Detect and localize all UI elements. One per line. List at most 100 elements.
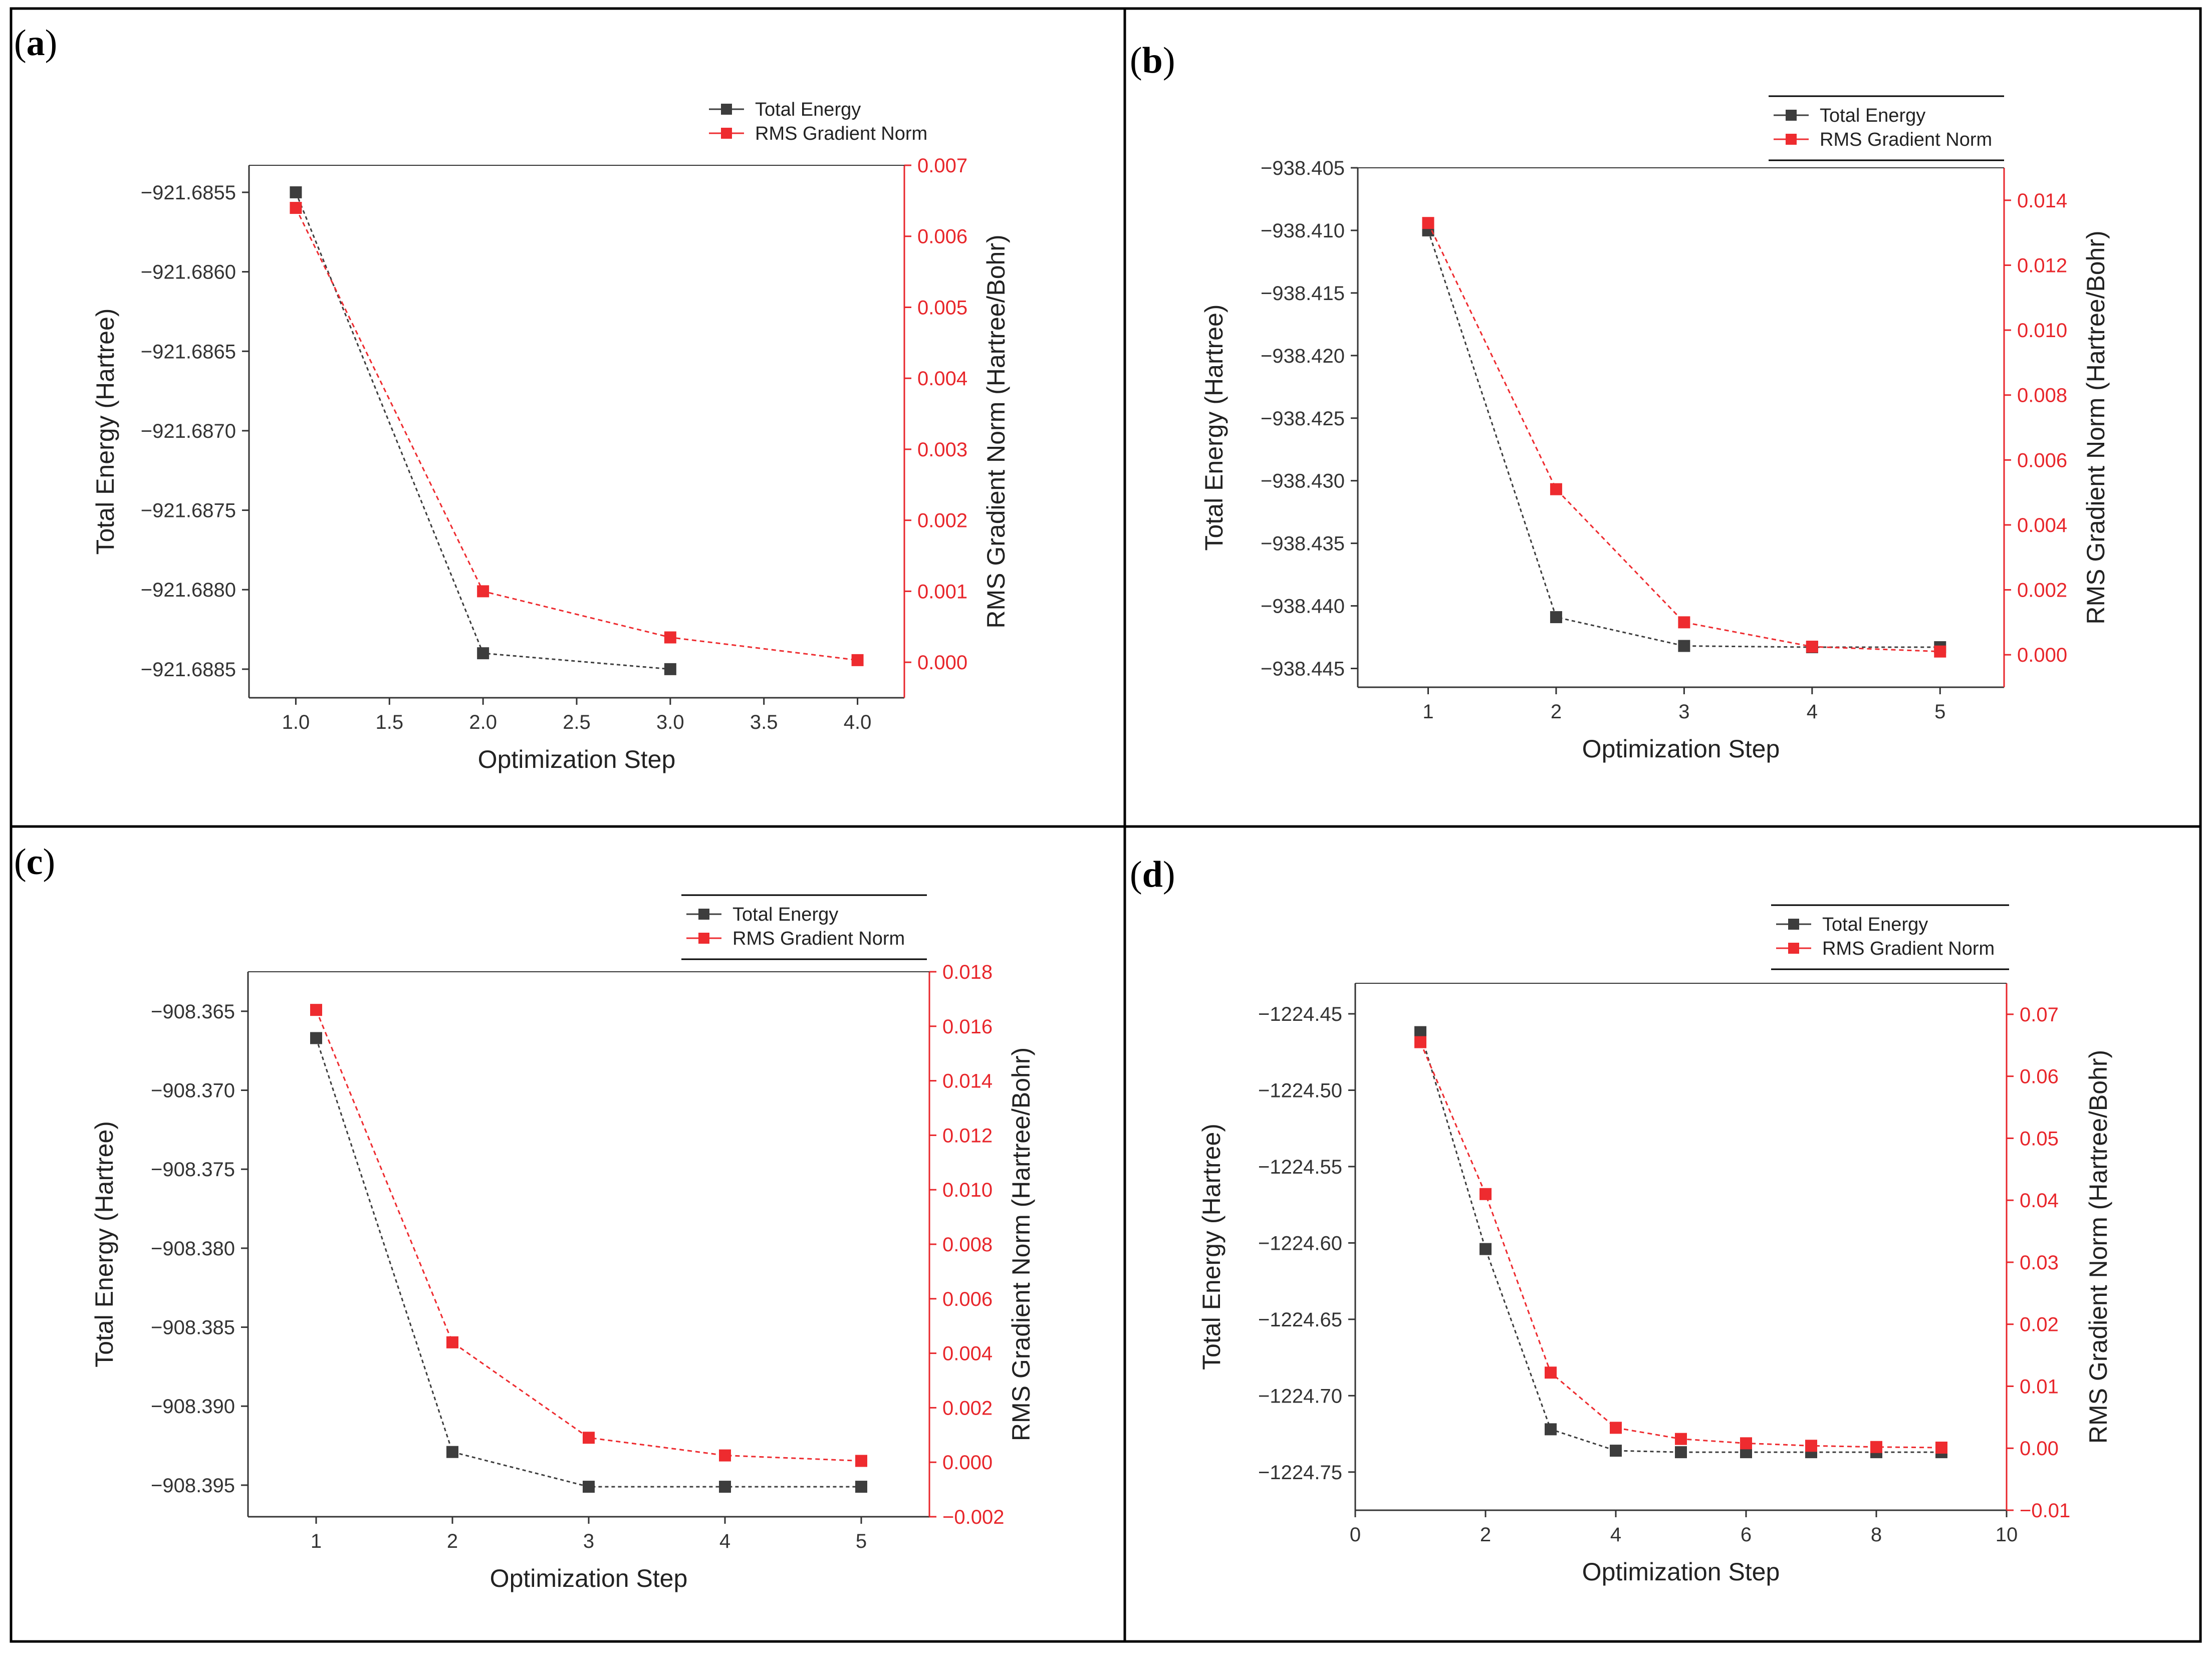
y2-tick-label: 0.012 xyxy=(2017,254,2067,277)
point-rms-gradient xyxy=(664,631,676,644)
series-line-total-energy xyxy=(315,1037,861,1488)
series-line-rms-gradient xyxy=(315,1009,862,1462)
y-axis-title: Total Energy (Hartree) xyxy=(91,309,119,555)
y-tick-label: −938.425 xyxy=(1261,408,1345,430)
legend: Total Energy RMS Gradient Norm xyxy=(1771,904,2009,970)
legend: Total Energy RMS Gradient Norm xyxy=(709,99,927,144)
y2-tick-label: 0.007 xyxy=(917,155,967,177)
legend-marker xyxy=(1788,943,1799,954)
legend-entry-label: RMS Gradient Norm xyxy=(755,123,927,144)
legend-marker xyxy=(698,909,709,920)
y2-tick-label: 0.001 xyxy=(917,581,967,603)
y-tick-label: −921.6855 xyxy=(141,182,236,204)
y2-tick-label: 0.03 xyxy=(2020,1252,2059,1274)
point-rms-gradient xyxy=(1610,1422,1622,1434)
y-tick-label: −921.6865 xyxy=(141,341,236,363)
y2-tick-label: 0.006 xyxy=(917,226,967,248)
chart-panel-c: (c) 1 2 3 4 5 −908.365 −908.370 −908.375 −908.380… xyxy=(14,842,1035,1592)
series-line-rms-gradient xyxy=(1419,1041,1942,1449)
point-rms-gradient xyxy=(1414,1036,1426,1048)
y2-axis-title: RMS Gradient Norm (Hartree/Bohr) xyxy=(1007,1047,1035,1441)
y2-tick-label: 0.002 xyxy=(2017,580,2067,602)
panel-label: (b) xyxy=(1130,40,1175,81)
legend-entry-label: RMS Gradient Norm xyxy=(732,928,905,949)
y2-tick-label: 0.07 xyxy=(2020,1004,2059,1026)
x-tick-label: 10 xyxy=(1996,1524,2018,1546)
y-tick-label: −1224.45 xyxy=(1258,1003,1342,1025)
point-rms-gradient xyxy=(1935,1441,1947,1454)
point-rms-gradient xyxy=(1545,1366,1557,1379)
point-rms-gradient xyxy=(1740,1437,1752,1450)
chart-panel-a: (a) 1.0 1.5 2.0 2.5 3.0 3.5 4.0 −921.6855 −921.68… xyxy=(14,23,1010,773)
x-tick-label: 2 xyxy=(447,1530,458,1552)
y-tick-label: −921.6885 xyxy=(141,659,236,681)
point-rms-gradient xyxy=(477,585,489,598)
y2-tick-label: 0.014 xyxy=(2017,190,2067,212)
legend-entry-label: Total Energy xyxy=(1820,105,1925,126)
legend-marker xyxy=(1788,919,1799,930)
y-tick-label: −908.385 xyxy=(151,1317,235,1339)
point-rms-gradient xyxy=(719,1449,731,1462)
x-tick-label: 1 xyxy=(1422,701,1433,723)
x-tick-label: 4 xyxy=(1807,701,1818,723)
x-axis-title: Optimization Step xyxy=(1582,735,1780,763)
y2-tick-label: 0.002 xyxy=(917,510,967,532)
y2-tick-label: 0.06 xyxy=(2020,1066,2059,1088)
y2-axis-title: RMS Gradient Norm (Hartree/Bohr) xyxy=(2084,1050,2112,1444)
panel-label: (a) xyxy=(14,23,57,64)
point-rms-gradient xyxy=(1934,645,1946,658)
x-tick-label: 4 xyxy=(1610,1524,1621,1546)
y-tick-label: −938.435 xyxy=(1261,533,1345,555)
series-line-total-energy xyxy=(1427,230,1940,648)
point-total-energy xyxy=(310,1032,322,1044)
series-line-total-energy xyxy=(1419,1032,1941,1453)
y2-tick-label: 0.016 xyxy=(942,1016,993,1038)
y-tick-label: −908.370 xyxy=(151,1080,235,1102)
point-rms-gradient xyxy=(1870,1441,1882,1453)
point-rms-gradient xyxy=(583,1432,595,1444)
y-tick-label: −938.440 xyxy=(1261,596,1345,618)
y2-tick-label: 0.010 xyxy=(2017,320,2067,342)
series-line-rms-gradient xyxy=(295,207,858,661)
point-total-energy xyxy=(477,647,489,660)
legend-entry-label: Total Energy xyxy=(755,99,861,120)
x-tick-label: 2.0 xyxy=(469,711,497,733)
y2-tick-label: 0.006 xyxy=(2017,449,2067,471)
y-tick-label: −1224.70 xyxy=(1258,1385,1342,1407)
y2-tick-label: 0.003 xyxy=(917,439,967,461)
y-tick-label: −908.390 xyxy=(151,1396,235,1418)
point-total-energy xyxy=(1675,1446,1687,1459)
y-tick-label: −938.410 xyxy=(1261,220,1345,242)
x-axis-title: Optimization Step xyxy=(478,745,676,773)
x-tick-label: 5 xyxy=(856,1530,867,1552)
panel-label-letter: d xyxy=(1142,854,1163,895)
y-tick-label: −921.6875 xyxy=(141,500,236,522)
point-total-energy xyxy=(664,663,676,675)
x-tick-label: 4.0 xyxy=(844,711,872,733)
y-tick-label: −1224.55 xyxy=(1258,1156,1342,1178)
x-tick-label: 3.5 xyxy=(750,711,778,733)
series-line-total-energy xyxy=(295,192,670,670)
x-axis-title: Optimization Step xyxy=(1582,1558,1780,1586)
panel-label-letter: b xyxy=(1142,40,1163,81)
x-tick-label: 5 xyxy=(1934,701,1945,723)
point-rms-gradient xyxy=(1550,483,1562,495)
point-rms-gradient xyxy=(1805,1440,1817,1452)
point-total-energy xyxy=(855,1481,867,1493)
series-line-rms-gradient xyxy=(1427,222,1940,653)
y2-tick-label: 0.008 xyxy=(942,1234,993,1256)
point-rms-gradient xyxy=(1480,1188,1492,1200)
x-axis-title: Optimization Step xyxy=(490,1564,688,1592)
chart-panels: (a) 1.0 1.5 2.0 2.5 3.0 3.5 4.0 −921.6855 −921.68… xyxy=(14,23,2112,1592)
y2-tick-label: 0.005 xyxy=(917,297,967,319)
y2-tick-label: 0.00 xyxy=(2020,1438,2059,1460)
y-tick-label: −1224.75 xyxy=(1258,1462,1342,1484)
y2-tick-label: 0.004 xyxy=(942,1343,993,1365)
point-total-energy xyxy=(446,1446,458,1458)
x-tick-label: 2 xyxy=(1480,1524,1491,1546)
point-total-energy xyxy=(583,1481,595,1493)
point-rms-gradient xyxy=(290,202,302,214)
point-rms-gradient xyxy=(1806,640,1818,653)
point-total-energy xyxy=(1545,1423,1557,1436)
point-total-energy xyxy=(1610,1445,1622,1457)
